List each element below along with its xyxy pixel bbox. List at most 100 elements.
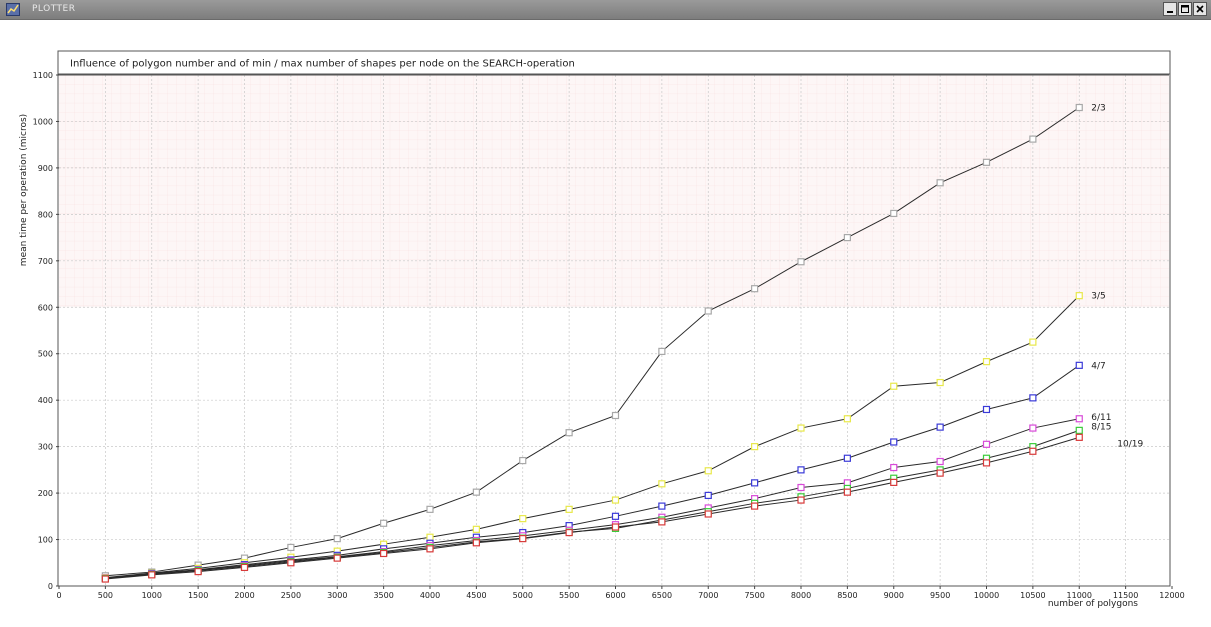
data-point xyxy=(982,158,991,166)
x-tick-label: 1500 xyxy=(188,591,208,600)
maximize-button[interactable] xyxy=(1178,2,1192,16)
data-point xyxy=(704,491,712,500)
y-tick-label: 1000 xyxy=(33,117,53,126)
x-tick-label: 10000 xyxy=(974,591,999,600)
series-label: 3/5 xyxy=(1091,292,1105,302)
data-point xyxy=(982,358,991,366)
x-tick-label: 7500 xyxy=(744,591,764,600)
x-tick-label: 10500 xyxy=(1020,591,1045,600)
shaded-region-tint xyxy=(59,75,1169,308)
data-point xyxy=(1075,415,1083,423)
data-point xyxy=(843,488,851,496)
x-tick-label: 9000 xyxy=(884,591,904,600)
data-point xyxy=(658,347,666,356)
data-point xyxy=(890,463,898,472)
y-tick-label: 600 xyxy=(38,303,53,312)
data-point xyxy=(1075,426,1083,434)
x-tick-label: 3000 xyxy=(327,591,347,600)
y-tick-label: 1100 xyxy=(33,71,53,80)
x-tick-label: 11000 xyxy=(1067,591,1092,600)
series-line-2 xyxy=(105,295,1080,579)
x-tick-label: 1000 xyxy=(142,591,162,600)
data-point xyxy=(472,488,480,496)
close-button[interactable] xyxy=(1193,2,1207,16)
data-point xyxy=(333,554,341,562)
x-tick-label: 500 xyxy=(98,591,113,600)
close-icon xyxy=(1196,5,1204,13)
x-axis-ticks: 0 500 1000 1500 2000 2500 3000 3500 4000 4500 5000… xyxy=(56,586,1185,600)
x-tick-label: 4500 xyxy=(466,591,486,600)
chart-title-box xyxy=(57,50,1171,75)
data-point xyxy=(936,457,944,466)
data-point xyxy=(936,378,944,387)
series-line-6 xyxy=(105,436,1080,580)
series-lines xyxy=(105,107,1080,580)
y-tick-label: 400 xyxy=(38,396,53,405)
series-line-3 xyxy=(105,364,1080,579)
data-point xyxy=(982,459,991,467)
data-point xyxy=(1075,433,1083,441)
data-point xyxy=(751,502,759,510)
data-point xyxy=(611,411,620,420)
data-point xyxy=(936,179,944,187)
data-point xyxy=(982,405,991,414)
data-point xyxy=(472,525,480,533)
chart-title: Influence of polygon number and of min /… xyxy=(70,59,575,70)
minimize-button[interactable] xyxy=(1163,2,1177,16)
data-point xyxy=(890,382,898,390)
data-point xyxy=(797,424,805,432)
y-tick-label: 300 xyxy=(38,443,53,452)
window-titlebar[interactable]: PLOTTER xyxy=(0,0,1211,20)
y-tick-label: 500 xyxy=(38,350,53,359)
plotter-app-icon xyxy=(6,3,20,16)
x-tick-label: 6000 xyxy=(605,591,625,600)
series-label: 8/15 xyxy=(1091,422,1111,432)
data-point xyxy=(982,440,991,448)
data-point xyxy=(890,438,898,446)
minimize-icon xyxy=(1167,11,1173,13)
data-point xyxy=(380,549,388,558)
data-point xyxy=(240,563,249,572)
y-tick-label: 100 xyxy=(38,536,53,545)
data-point xyxy=(658,502,666,510)
data-point xyxy=(704,510,712,518)
data-point xyxy=(658,480,666,488)
data-point xyxy=(380,519,388,527)
x-tick-label: 12000 xyxy=(1159,591,1184,600)
data-point xyxy=(287,543,295,552)
data-point xyxy=(751,479,759,487)
data-point xyxy=(890,478,898,487)
data-point xyxy=(565,505,573,513)
data-point xyxy=(426,533,434,541)
y-tick-label: 800 xyxy=(38,210,53,219)
x-tick-label: 4000 xyxy=(420,591,440,600)
y-axis-ticks: 0 100 200 300 400 500 600 700 800 900 1000 1100 xyxy=(33,71,59,591)
data-point xyxy=(519,456,527,465)
series-markers xyxy=(101,103,1083,583)
data-point xyxy=(1029,394,1037,402)
x-tick-label: 2500 xyxy=(281,591,301,600)
y-tick-label: 700 xyxy=(38,257,53,266)
line-chart: Influence of polygon number and of min /… xyxy=(19,50,1185,609)
data-point xyxy=(751,443,759,451)
data-point xyxy=(426,545,434,553)
data-point xyxy=(1075,103,1083,112)
series-label: 2/3 xyxy=(1091,104,1105,114)
window-title: PLOTTER xyxy=(32,4,76,14)
data-point xyxy=(843,233,851,242)
data-point xyxy=(797,466,805,474)
series-label: 4/7 xyxy=(1091,361,1105,371)
data-point xyxy=(1029,338,1037,346)
x-tick-label: 8000 xyxy=(791,591,811,600)
window-controls xyxy=(1162,2,1207,17)
x-tick-label: 8500 xyxy=(837,591,857,600)
data-point xyxy=(797,258,805,266)
y-tick-label: 900 xyxy=(38,164,53,173)
data-point xyxy=(1029,424,1037,432)
data-point xyxy=(843,454,851,462)
data-point xyxy=(936,469,944,477)
plot-area-container: Influence of polygon number and of min /… xyxy=(0,20,1211,623)
data-point xyxy=(1075,361,1083,369)
maximize-icon xyxy=(1181,5,1189,13)
data-point xyxy=(658,518,666,526)
